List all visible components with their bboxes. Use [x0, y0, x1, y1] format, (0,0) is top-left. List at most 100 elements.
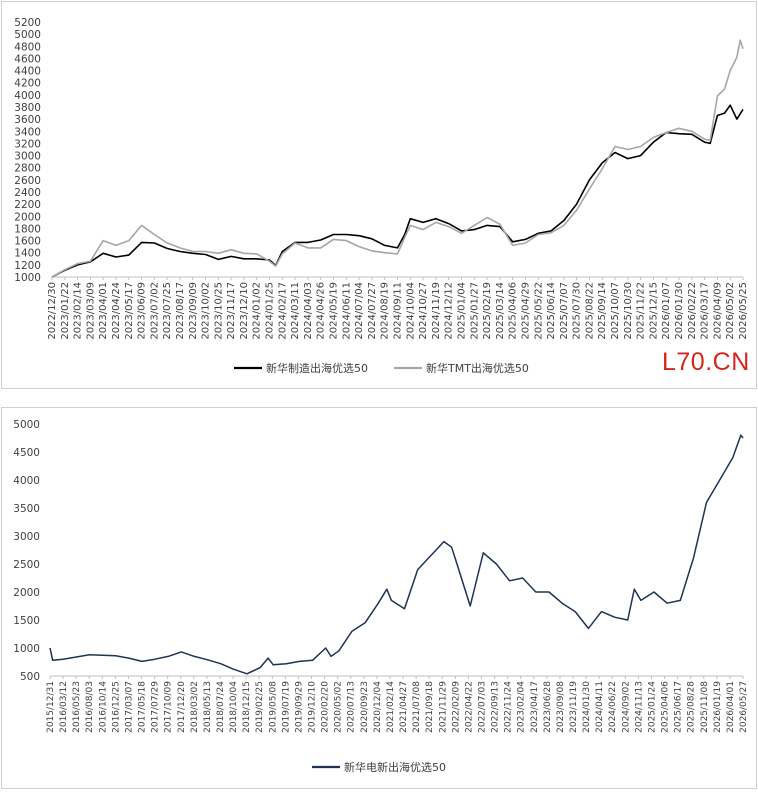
- x-tick-label: 2023/07/25: [162, 282, 173, 340]
- series-line-2: [51, 39, 744, 278]
- x-tick-label: 2024/02/17: [277, 282, 288, 340]
- x-tick-label: 2017/07/29: [151, 681, 161, 733]
- y-tick-label: 1000: [13, 643, 40, 655]
- y-tick-label: 1200: [14, 260, 41, 272]
- x-tick-label: 2017/10/09: [164, 681, 174, 733]
- x-tick-label: 2022/02/09: [451, 681, 461, 733]
- x-tick-label: 2024/12/12: [444, 282, 455, 340]
- x-tick-label: 2023/07/02: [149, 282, 160, 340]
- y-tick-label: 2000: [14, 211, 41, 223]
- x-tick-label: 2020/09/23: [360, 681, 370, 733]
- x-tick-label: 2025/07/30: [572, 282, 583, 340]
- y-tick-label: 5000: [14, 29, 41, 41]
- x-tick-label: 2023/11/19: [569, 681, 579, 733]
- x-tick-label: 2024/04/26: [316, 282, 327, 340]
- watermark-text: L70.CN: [662, 348, 750, 376]
- x-tick-label: 2020/02/20: [321, 681, 331, 733]
- legend-label: 新华TMT出海优选50: [426, 361, 529, 375]
- x-tick-label: 2023/06/28: [543, 681, 553, 733]
- x-tick-label: 2023/04/17: [530, 681, 540, 733]
- legend-item-1: 新华制造出海优选50: [234, 361, 368, 375]
- x-tick-label: 2022/07/03: [477, 681, 487, 733]
- x-tick-label: 2026/04/09: [712, 282, 723, 340]
- x-tick-label: 2016/12/25: [111, 681, 121, 733]
- y-tick-label: 2200: [14, 199, 41, 211]
- x-tick-label: 2020/07/13: [347, 681, 357, 733]
- x-tick-label: 2025/11/22: [636, 282, 647, 340]
- series-line-1: [51, 104, 744, 278]
- x-tick-label: 2024/11/19: [431, 282, 442, 340]
- x-tick-label: 2020/12/04: [373, 681, 383, 733]
- y-tick-label: 4000: [14, 90, 41, 102]
- x-tick-label: 2016/05/23: [72, 681, 82, 733]
- x-tick-label: 2024/01/30: [582, 681, 592, 733]
- x-tick-label: 2016/08/03: [85, 681, 95, 733]
- x-tick-label: 2025/03/14: [495, 282, 506, 340]
- x-tick-label: 2017/03/07: [124, 681, 134, 733]
- x-tick-label: 2023/10/25: [213, 282, 224, 340]
- x-tick-label: 2023/02/04: [517, 681, 527, 733]
- x-tick-label: 2024/06/11: [341, 282, 352, 340]
- x-tick-label: 2024/07/04: [354, 282, 365, 340]
- x-tick-label: 2026/05/02: [725, 282, 736, 340]
- chart-panel-top: 1000 1200 1400 1600 1800 2000 2200 2400 2600 2800…: [1, 1, 757, 389]
- chart-top: 1000120014001600180020002200240026002800…: [14, 17, 749, 375]
- x-tick-label: 2022/11/24: [504, 681, 514, 733]
- y-tick-label: 1500: [13, 615, 40, 627]
- x-tick-label: 2019/02/25: [255, 681, 265, 733]
- x-tick-label: 2019/07/19: [281, 681, 291, 733]
- x-tick-label: 2022/09/13: [491, 681, 501, 733]
- x-tick-label: 2022/04/22: [464, 681, 474, 733]
- x-tick-label: 2024/09/02: [621, 681, 631, 733]
- x-tick-label: 2026/05/25: [738, 282, 749, 340]
- x-tick-label: 2018/07/24: [216, 681, 226, 733]
- x-tick-label: 2025/11/08: [700, 681, 710, 733]
- x-tick-label: 2025/05/22: [533, 282, 544, 340]
- x-tick-label: 2025/02/19: [482, 282, 493, 340]
- chart-bottom: 500 1000 1500 2000 2500 3000 3500 4000 4500 5000 2…: [13, 419, 749, 774]
- y-tick-label: 2000: [13, 587, 40, 599]
- y-tick-label: 1600: [14, 236, 41, 248]
- x-tick-label: 2017/12/20: [177, 681, 187, 733]
- y-tick-label: 2500: [13, 559, 40, 571]
- y-tick-label: 2400: [14, 187, 41, 199]
- x-tick-label: 2018/10/04: [229, 681, 239, 733]
- x-tick-label: 2025/04/29: [520, 282, 531, 340]
- x-tick-label: 2021/04/27: [399, 681, 409, 733]
- y-tick-label: 4600: [14, 53, 41, 65]
- legend-label: 新华制造出海优选50: [266, 361, 368, 375]
- y-tick-label: 2600: [14, 175, 41, 187]
- x-tick-label: 2023/03/09: [85, 282, 96, 340]
- x-tick-label: 2023/08/17: [175, 282, 186, 340]
- y-tick-label: 1400: [14, 248, 41, 260]
- x-tick-label: 2023/12/10: [239, 282, 250, 340]
- x-tick-label: 2025/01/04: [456, 282, 467, 340]
- x-tick-label: 2024/10/04: [405, 282, 416, 340]
- x-tick-label: 2020/05/02: [334, 681, 344, 733]
- y-tick-label: 4800: [14, 41, 41, 53]
- x-tick-label: 2016/03/12: [59, 681, 69, 733]
- x-tick-label: 2019/05/08: [268, 681, 278, 733]
- y-tick-label: 3000: [14, 151, 41, 163]
- y-tick-label: 1800: [14, 223, 41, 235]
- x-tick-label: 2026/01/07: [661, 282, 672, 340]
- x-tick-label: 2023/09/08: [556, 681, 566, 733]
- x-tick-label: 2015/12/31: [46, 681, 56, 733]
- x-tick-label: 2025/04/06: [508, 282, 519, 340]
- y-tick-label: 4000: [13, 475, 40, 487]
- y-tick-label: 3200: [14, 138, 41, 150]
- x-tick-label: 2026/01/19: [713, 681, 723, 733]
- x-tick-label: 2018/12/15: [242, 681, 252, 733]
- x-tick-label: 2023/06/09: [137, 282, 148, 340]
- x-tick-label: 2023/04/01: [98, 282, 109, 340]
- x-tick-label: 2016/10/14: [98, 681, 108, 733]
- x-tick-label: 2024/01/25: [265, 282, 276, 340]
- x-tick-label: 2019/12/10: [308, 681, 318, 733]
- y-tick-label: 4400: [14, 66, 41, 78]
- x-tick-label: 2019/09/29: [294, 681, 304, 733]
- y-tick-label: 4500: [13, 447, 40, 459]
- y-tick-label: 4200: [14, 78, 41, 90]
- x-tick-label: 2026/04/01: [726, 681, 736, 733]
- x-tick-label: 2025/08/22: [584, 282, 595, 340]
- x-tick-label: 2021/07/08: [412, 681, 422, 733]
